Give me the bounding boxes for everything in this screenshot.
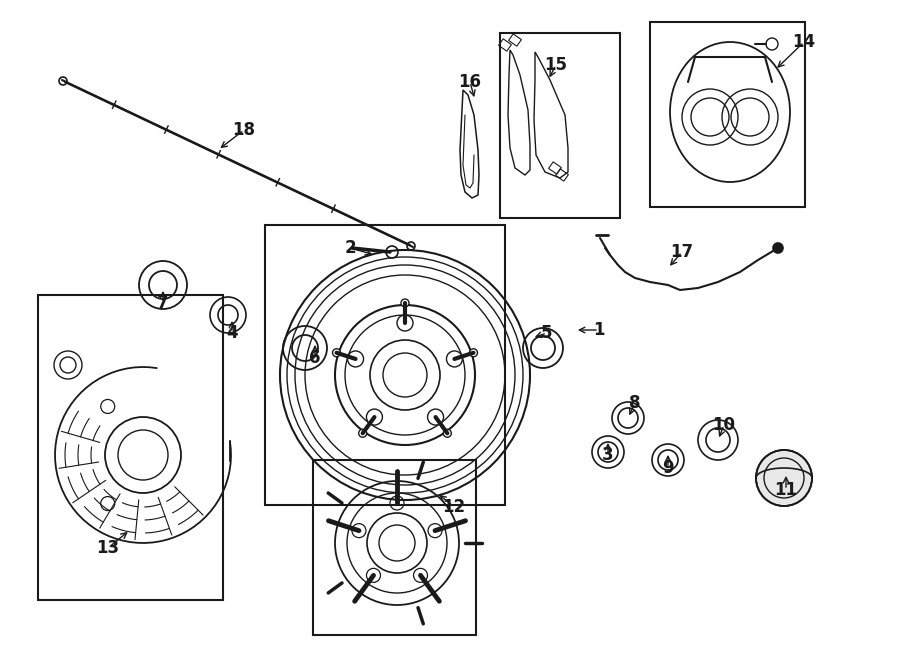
Bar bbox=[38, 295, 223, 600]
Circle shape bbox=[470, 349, 478, 357]
Text: 1: 1 bbox=[593, 321, 605, 339]
Text: 18: 18 bbox=[232, 121, 256, 139]
Bar bbox=[508, 34, 521, 46]
Bar bbox=[313, 460, 476, 635]
Text: 8: 8 bbox=[629, 394, 641, 412]
Circle shape bbox=[756, 450, 812, 506]
Text: 16: 16 bbox=[458, 73, 482, 91]
Circle shape bbox=[401, 299, 409, 307]
Text: 15: 15 bbox=[544, 56, 568, 74]
Text: 4: 4 bbox=[226, 324, 238, 342]
Text: 2: 2 bbox=[344, 239, 356, 257]
Text: 12: 12 bbox=[443, 498, 465, 516]
Text: 6: 6 bbox=[310, 349, 320, 367]
Text: 7: 7 bbox=[158, 294, 169, 312]
Text: 13: 13 bbox=[96, 539, 120, 557]
Circle shape bbox=[332, 349, 340, 357]
Bar bbox=[549, 162, 562, 174]
Text: 11: 11 bbox=[775, 481, 797, 499]
Circle shape bbox=[444, 429, 451, 437]
Bar bbox=[265, 225, 505, 505]
Bar bbox=[555, 169, 569, 181]
Bar bbox=[499, 39, 511, 51]
Text: 17: 17 bbox=[670, 243, 694, 261]
Bar bbox=[650, 22, 805, 207]
Circle shape bbox=[359, 429, 366, 437]
Bar bbox=[500, 33, 620, 218]
Circle shape bbox=[773, 243, 783, 253]
Text: 3: 3 bbox=[602, 446, 614, 464]
Circle shape bbox=[386, 246, 398, 258]
Text: 9: 9 bbox=[662, 459, 674, 477]
Text: 10: 10 bbox=[713, 416, 735, 434]
Text: 5: 5 bbox=[541, 324, 553, 342]
Text: 14: 14 bbox=[792, 33, 815, 51]
